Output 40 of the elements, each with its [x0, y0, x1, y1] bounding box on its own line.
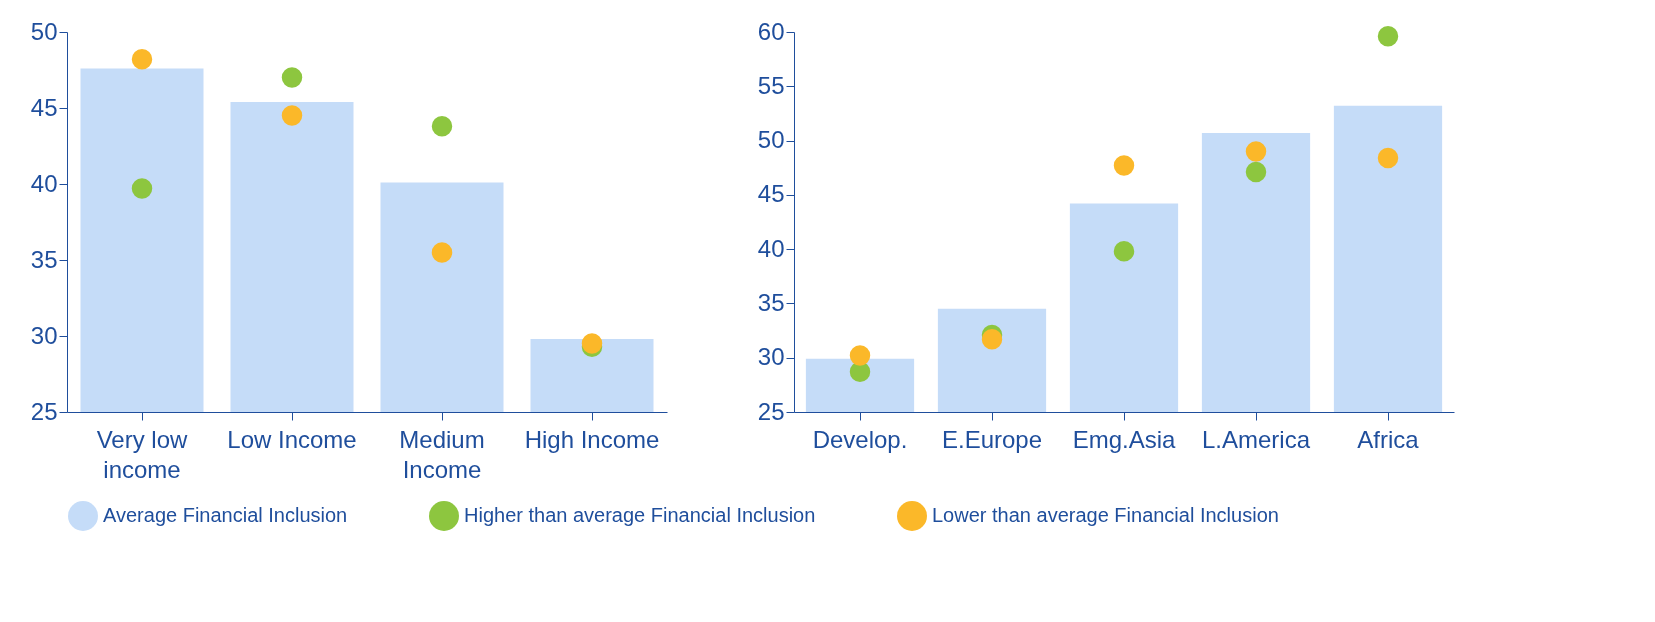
x-tick-label: L.America: [1201, 425, 1311, 453]
y-tick-label: 50: [30, 17, 58, 45]
y-tick-label: 45: [30, 93, 58, 121]
point: [1245, 141, 1267, 162]
y-tick-label: 25: [757, 397, 785, 425]
y-tick-label: 55: [757, 71, 785, 99]
y-tick-label: 35: [757, 288, 785, 316]
point: [849, 345, 871, 366]
y-tick-label: 40: [757, 234, 785, 262]
point: [1377, 147, 1399, 169]
x-tick-label: High Income: [524, 425, 660, 453]
y-tick-label: 30: [757, 343, 785, 371]
y-tick-label: 35: [30, 245, 58, 273]
point: [281, 105, 303, 126]
point: [431, 116, 453, 137]
x-tick-label: E.Europe: [941, 425, 1043, 453]
point: [131, 178, 153, 199]
point: [1245, 161, 1267, 183]
x-tick-label: Emg.Asia: [1072, 425, 1176, 453]
legend-label: Average Financial Inclusion: [103, 504, 348, 526]
y-tick-label: 25: [30, 397, 58, 425]
legend-label: Lower than average Financial Inclusion: [932, 504, 1279, 526]
point: [131, 49, 153, 70]
point: [1113, 241, 1135, 262]
point: [281, 67, 303, 88]
point: [1377, 26, 1399, 47]
x-tick-label: Develop.: [812, 425, 908, 453]
y-tick-label: 60: [757, 17, 785, 45]
point: [981, 329, 1003, 350]
legend-label: Higher than average Financial Inclusion: [464, 504, 816, 526]
x-tick-label: Low Income: [227, 425, 357, 453]
y-tick-label: 30: [30, 321, 58, 349]
point: [431, 242, 453, 263]
x-tick-label: Very low income: [96, 425, 189, 483]
y-tick-label: 40: [30, 169, 58, 197]
y-tick-label: 50: [757, 126, 785, 154]
x-tick-label: Africa: [1357, 425, 1420, 453]
point: [1113, 155, 1135, 176]
x-tick-label: Medium Income: [399, 425, 485, 483]
y-tick-label: 45: [757, 180, 785, 208]
